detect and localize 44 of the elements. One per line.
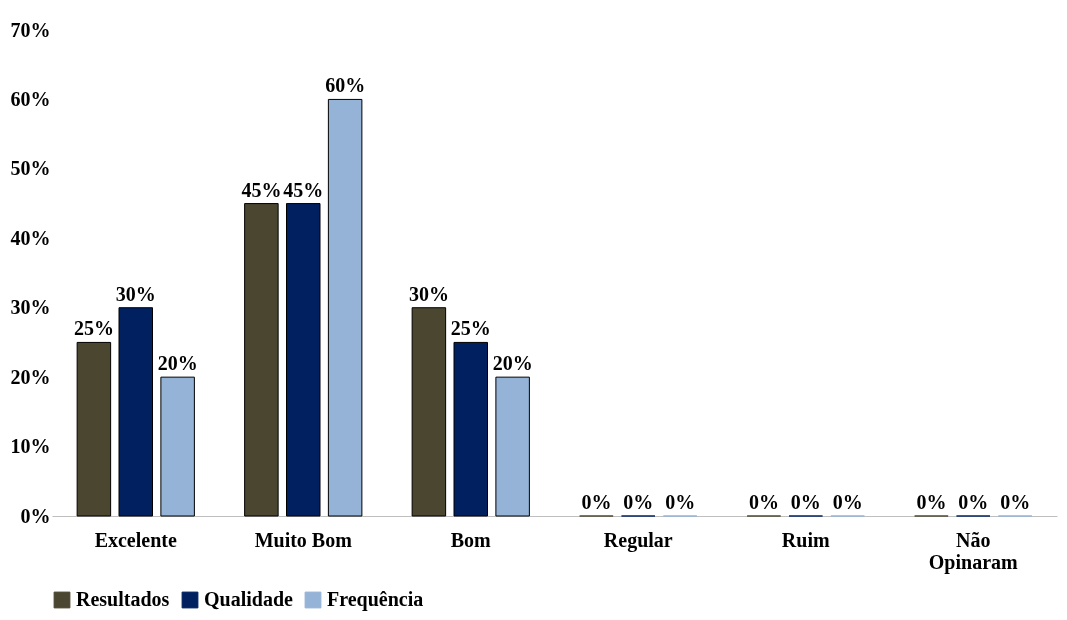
- y-tick-label: 30%: [10, 296, 51, 319]
- y-tick-label: 40%: [10, 226, 51, 249]
- y-tick-label: 50%: [10, 157, 51, 180]
- legend-label: Resultados: [76, 588, 170, 610]
- bar: [76, 341, 112, 517]
- data-label: 25%: [450, 317, 491, 340]
- bar: [453, 341, 488, 517]
- x-tick-label: Bom: [450, 528, 492, 551]
- data-label: 0%: [581, 491, 612, 513]
- x-tick-label: Excelente: [94, 528, 177, 551]
- x-tick-label: Não Opinaram: [928, 528, 1019, 574]
- y-tick-label: 60%: [10, 87, 51, 110]
- data-label: 0%: [916, 491, 947, 513]
- bar: [327, 98, 363, 517]
- data-label: 0%: [623, 491, 654, 513]
- data-label: 0%: [1000, 491, 1031, 513]
- data-label: 30%: [408, 282, 449, 305]
- data-label: 60%: [325, 74, 366, 97]
- data-label: 20%: [157, 352, 198, 375]
- x-tick-label: Muito Bom: [254, 528, 353, 551]
- x-tick-label: Ruim: [781, 528, 830, 551]
- bar: [286, 203, 321, 517]
- legend-label: Qualidade: [204, 588, 294, 610]
- bar: [244, 203, 279, 517]
- data-label: 0%: [665, 491, 696, 513]
- data-label: 20%: [492, 352, 533, 375]
- bar: [160, 376, 195, 517]
- bar: [495, 376, 530, 517]
- y-tick-label: 10%: [10, 435, 51, 458]
- data-label: 0%: [748, 491, 779, 513]
- data-label: 0%: [958, 491, 989, 513]
- bar: [118, 307, 153, 517]
- data-label: 0%: [790, 491, 821, 513]
- y-tick-label: 70%: [10, 18, 51, 41]
- data-label: 45%: [241, 178, 282, 201]
- data-label: 45%: [283, 178, 324, 201]
- x-tick-label: Regular: [603, 528, 673, 552]
- y-tick-label: 0%: [20, 504, 51, 527]
- legend-label: Frequência: [327, 588, 424, 611]
- y-tick-label: 20%: [10, 365, 51, 388]
- bar: [411, 307, 447, 517]
- data-label: 25%: [73, 317, 114, 340]
- data-label: 0%: [832, 491, 863, 513]
- data-label: 30%: [115, 282, 156, 305]
